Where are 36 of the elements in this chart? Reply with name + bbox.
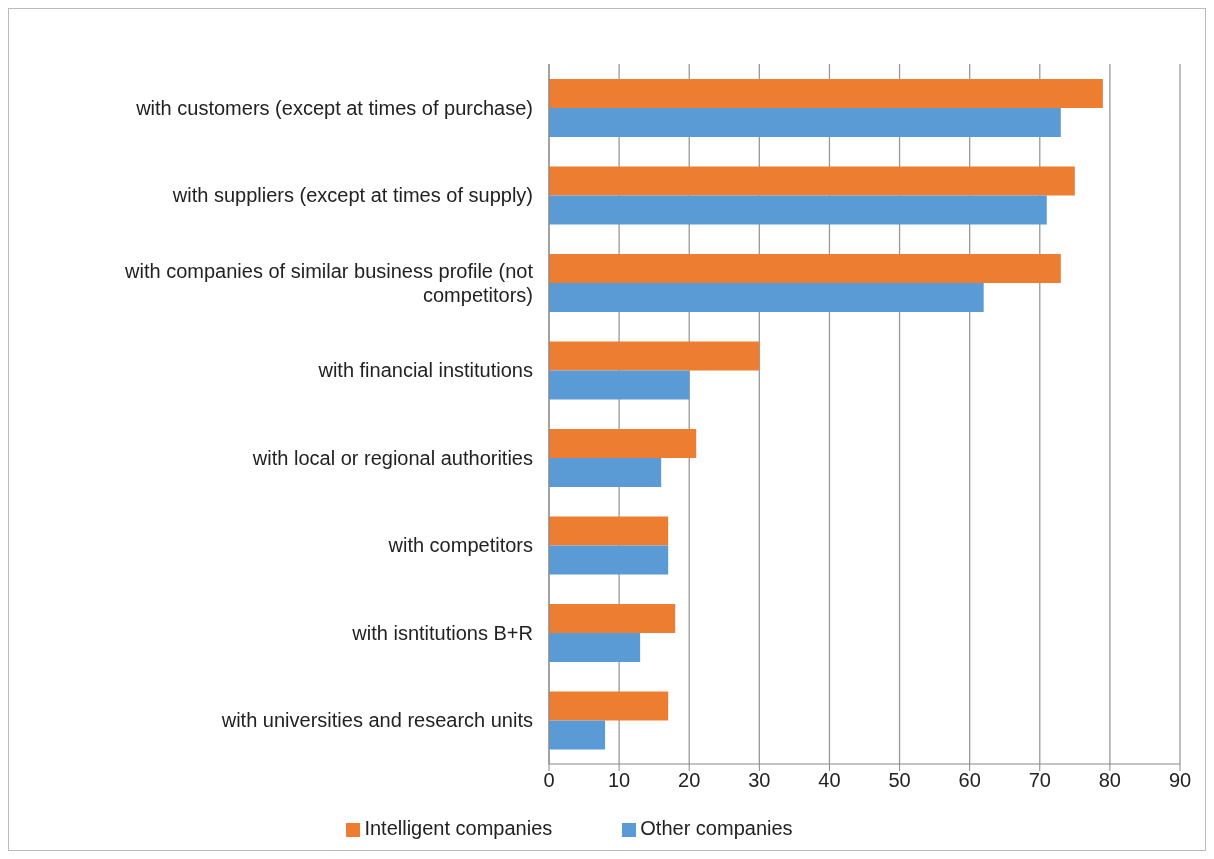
bar	[549, 428, 697, 458]
bar	[549, 457, 662, 487]
bar	[549, 720, 606, 750]
legend-label: Other companies	[640, 817, 793, 839]
y-tick-label: with financial institutions	[317, 359, 533, 382]
x-tick-label: 0	[543, 769, 555, 792]
bar	[549, 632, 641, 662]
y-tick-label: with local or regional authorities	[251, 446, 533, 469]
y-tick-label: with companies of similar business profile (not competitors)	[124, 259, 534, 306]
x-tick-label: 30	[748, 769, 771, 792]
bar	[549, 691, 669, 721]
x-tick-label: 40	[818, 769, 841, 792]
x-tick-label: 90	[1168, 769, 1192, 792]
x-tick-label: 70	[1028, 769, 1051, 792]
bar	[549, 107, 1061, 137]
y-tick-label: with customers (except at times of purchase)	[135, 96, 533, 119]
x-tick-label: 20	[678, 769, 701, 792]
legend-label: Intelligent companies	[364, 817, 553, 839]
x-tick-label: 50	[888, 769, 911, 792]
y-tick-label: with suppliers (except at times of supply)	[171, 184, 533, 207]
y-tick-label: with competitors	[387, 534, 533, 557]
x-tick-label: 10	[607, 769, 631, 792]
bar	[549, 195, 1047, 225]
bar	[549, 516, 669, 546]
bar	[549, 253, 1061, 283]
bar	[549, 78, 1103, 108]
bar	[549, 166, 1075, 196]
bar	[549, 603, 676, 633]
bar	[549, 370, 690, 400]
y-tick-label: with isntitutions B+R	[351, 621, 533, 644]
x-tick-label: 60	[958, 769, 981, 792]
bar	[549, 545, 669, 575]
x-tick-label: 80	[1098, 769, 1122, 792]
bar	[549, 341, 760, 371]
bar	[549, 282, 984, 312]
y-tick-label: with universities and research units	[220, 709, 533, 732]
